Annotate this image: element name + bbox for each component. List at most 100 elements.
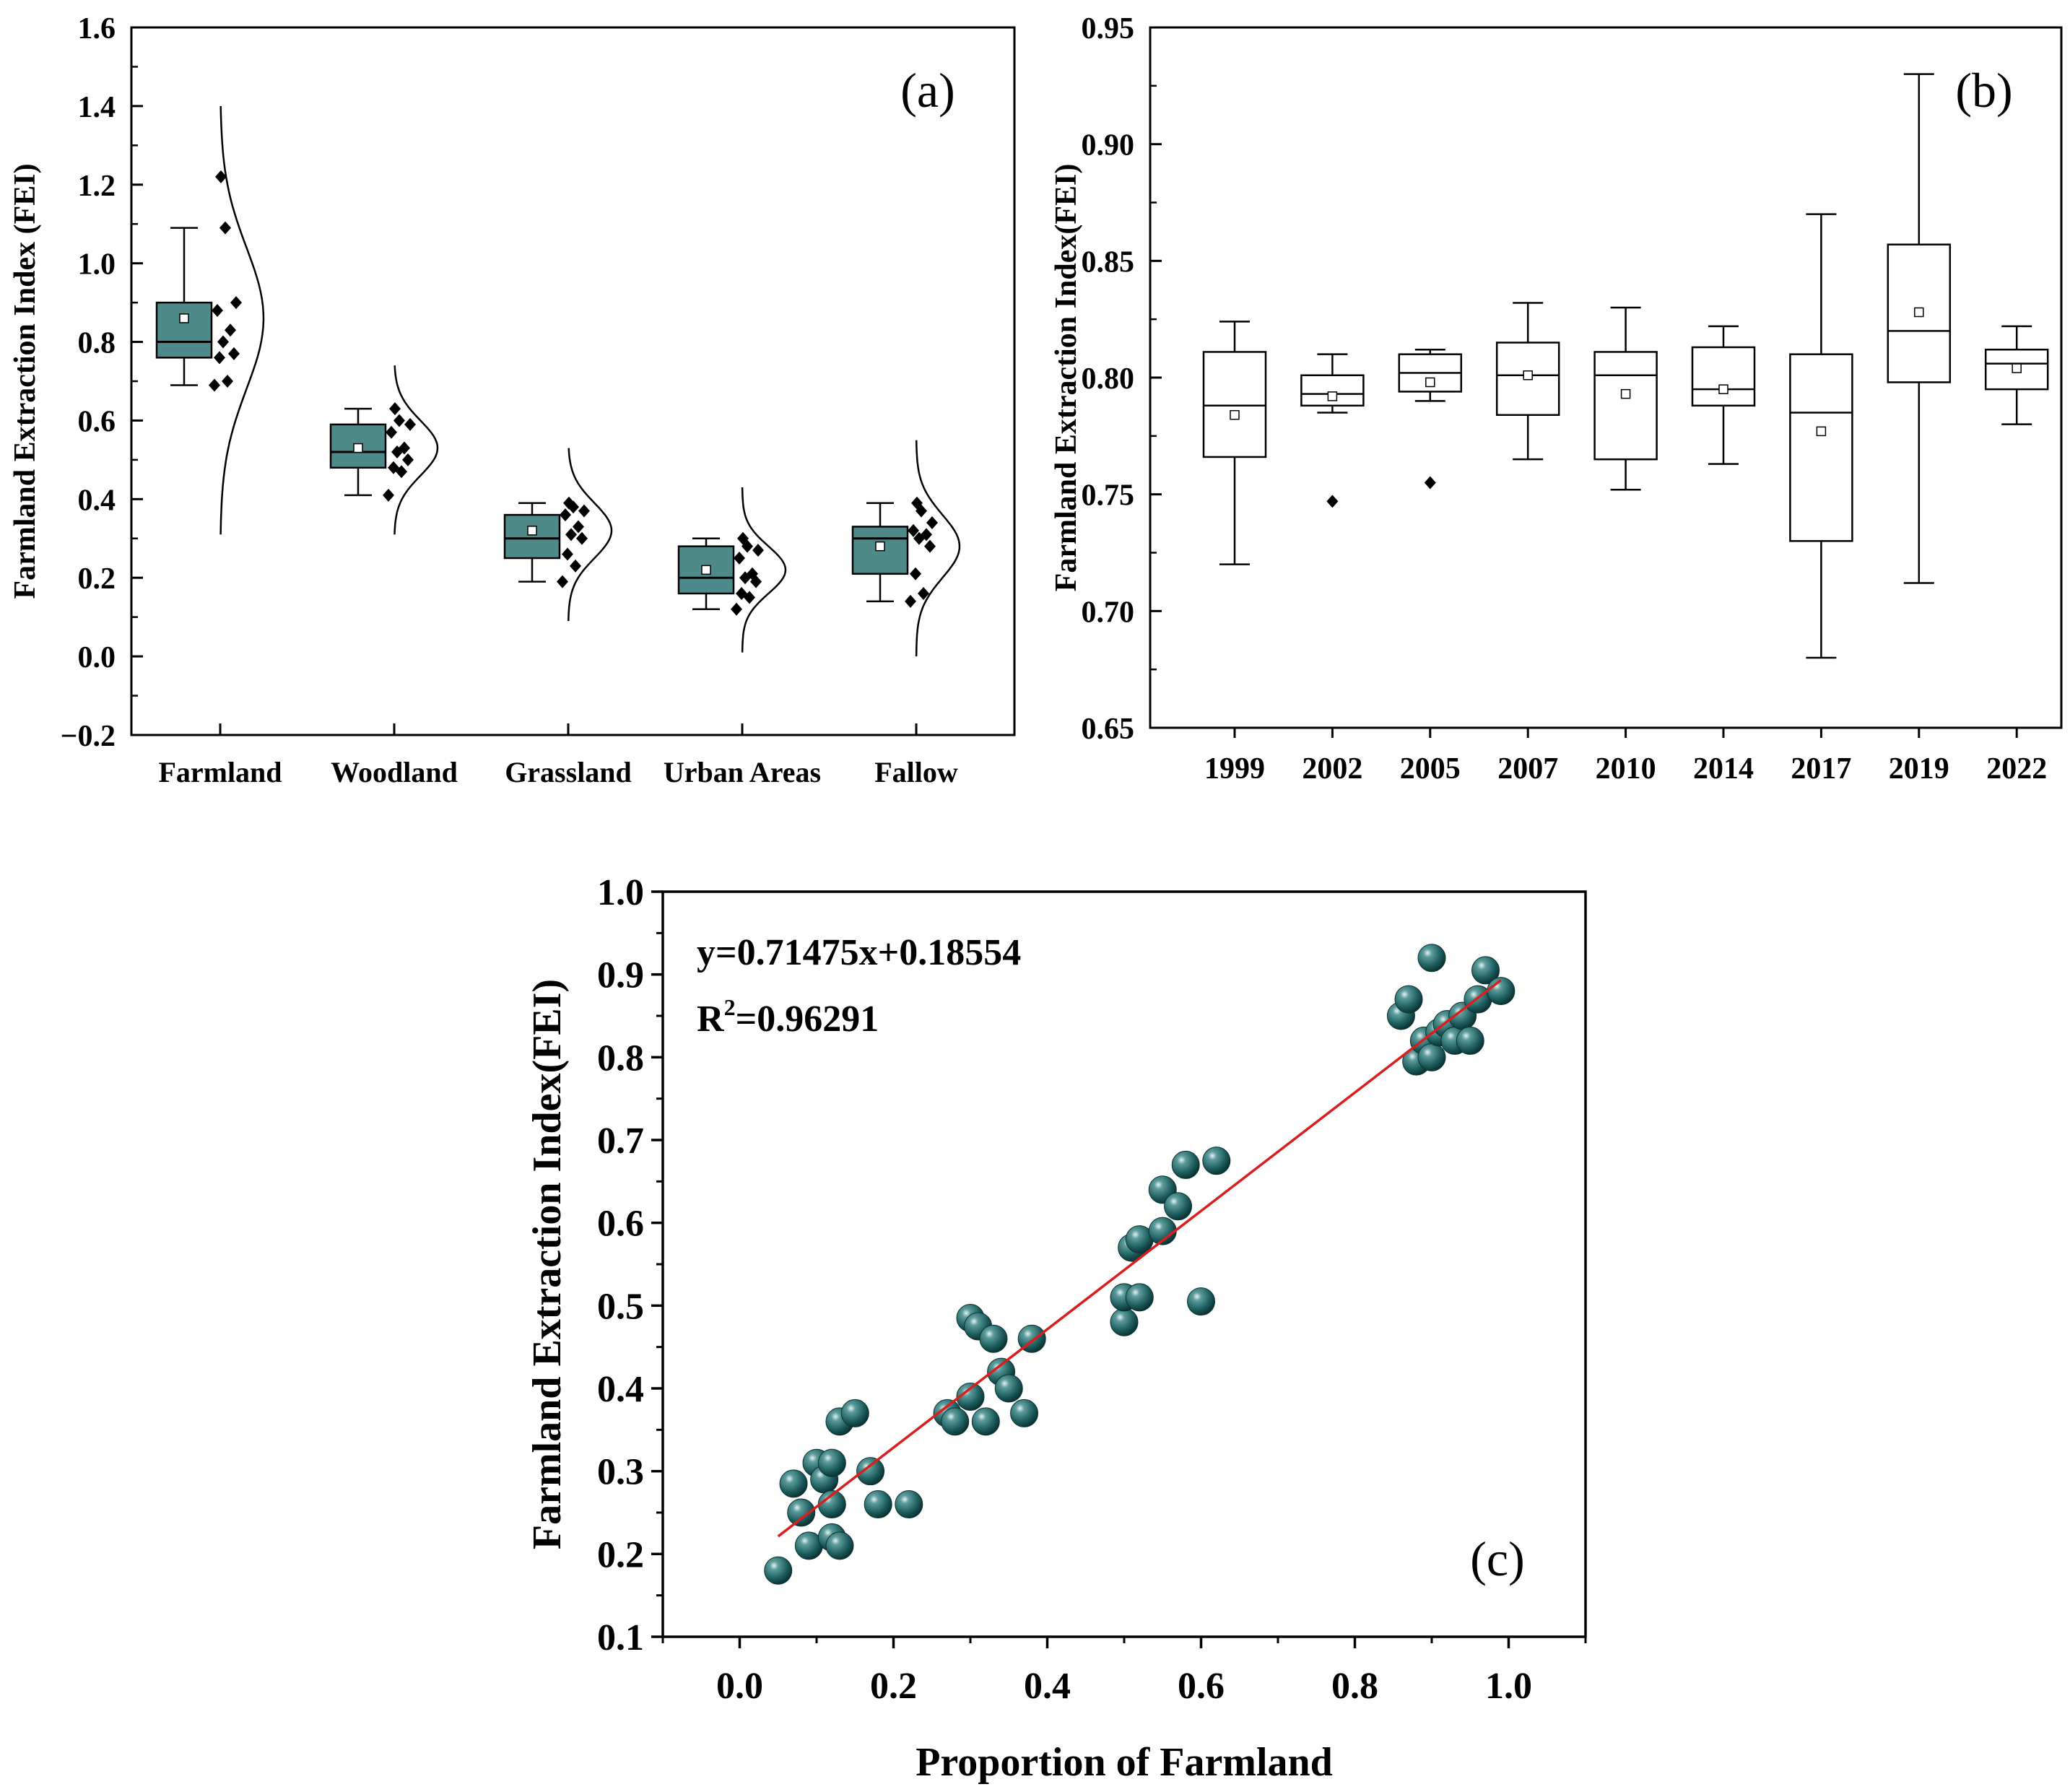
panel-b-marks xyxy=(1202,73,2049,659)
x-tick-label: 0.2 xyxy=(870,1666,917,1707)
data-point xyxy=(1394,985,1423,1014)
mean-marker xyxy=(1718,384,1728,394)
x-tick-label: Urban Areas xyxy=(664,756,821,788)
mean-marker xyxy=(1620,388,1631,399)
data-point xyxy=(1010,1399,1039,1427)
panel-b-box-plot: 0.65 0.70 0.75 0.80 0.85 0.90 0.95 1999 2002 200… xyxy=(1050,12,2063,786)
data-point xyxy=(230,296,242,310)
y-tick-label: 0.8 xyxy=(78,327,116,360)
panel-a-box-plot: −0.2 0.0 0.2 0.4 0.6 0.8 1.0 1.2 1.4 1.6 Farmland… xyxy=(9,12,1016,788)
data-point xyxy=(565,528,577,541)
data-point xyxy=(386,425,397,439)
box xyxy=(677,545,735,595)
data-point xyxy=(388,461,399,474)
data-point xyxy=(1125,1283,1154,1312)
box xyxy=(1691,346,1756,407)
data-point xyxy=(731,602,742,616)
y-tick-label: 0.1 xyxy=(597,1617,644,1658)
data-point xyxy=(222,375,233,388)
data-point xyxy=(736,587,747,600)
data-point xyxy=(747,567,758,580)
data-point xyxy=(570,559,581,573)
y-tick-label: 0.90 xyxy=(1082,129,1135,162)
mean-marker xyxy=(1523,370,1533,380)
data-point xyxy=(908,523,919,537)
panel-c-x-axis: 0.0 0.2 0.4 0.6 0.8 1.0 xyxy=(661,1637,1587,1707)
data-point xyxy=(1187,1287,1215,1316)
x-tick-label: 0.6 xyxy=(1178,1666,1225,1707)
panel-c-label: (c) xyxy=(1470,1531,1524,1586)
data-point xyxy=(1164,1192,1193,1221)
y-tick-label: 0.70 xyxy=(1082,596,1135,629)
data-point xyxy=(905,594,916,608)
box xyxy=(155,301,213,359)
panel-a-marks xyxy=(155,105,961,657)
y-tick-label: 0.2 xyxy=(78,562,116,596)
y-tick-label: 0.5 xyxy=(597,1286,644,1327)
panel-c-ylabel: Farmland Extraction Index(FEI) xyxy=(525,979,570,1549)
x-tick-label: 0.8 xyxy=(1331,1666,1378,1707)
data-point xyxy=(563,496,575,510)
panel-a-x-axis: Farmland Woodland Grassland Urban Areas Fall… xyxy=(158,723,958,788)
x-tick-label: 2002 xyxy=(1302,752,1362,786)
y-tick-label: 0.6 xyxy=(597,1204,644,1245)
data-point xyxy=(557,575,568,588)
box xyxy=(1202,351,1267,458)
data-point xyxy=(562,547,573,561)
data-point xyxy=(1417,1043,1446,1071)
mean-marker xyxy=(875,541,885,552)
data-point xyxy=(910,567,921,580)
data-point xyxy=(764,1556,793,1585)
data-point xyxy=(864,1490,892,1519)
mean-marker xyxy=(1914,307,1924,318)
y-tick-label: 0.75 xyxy=(1082,479,1135,513)
mean-marker xyxy=(701,565,711,575)
y-tick-label: 0.9 xyxy=(597,955,644,996)
y-tick-label: 0.6 xyxy=(78,405,116,438)
distribution-curve xyxy=(915,440,961,657)
data-point xyxy=(228,347,240,360)
data-point xyxy=(214,351,225,365)
mean-marker xyxy=(179,313,189,323)
panel-c-y-axis: 0.1 0.2 0.3 0.4 0.5 0.6 0.7 0.8 0.9 1.0 xyxy=(597,872,663,1658)
y-tick-label: 1.0 xyxy=(597,872,644,913)
data-point xyxy=(825,1531,854,1560)
data-point xyxy=(737,531,749,545)
data-point xyxy=(578,504,590,518)
y-tick-label: 1.2 xyxy=(78,170,116,203)
data-point xyxy=(1456,1026,1484,1055)
data-point xyxy=(926,516,938,529)
box xyxy=(1593,351,1658,461)
data-point xyxy=(217,335,229,349)
outlier-point xyxy=(1424,476,1436,490)
x-tick-label: 2007 xyxy=(1497,752,1558,786)
data-point xyxy=(219,221,231,235)
mean-marker xyxy=(1327,391,1338,401)
x-tick-label: 2005 xyxy=(1400,752,1461,786)
x-tick-label: 2014 xyxy=(1693,752,1754,786)
y-tick-label: 1.4 xyxy=(78,91,116,124)
regression-equation: y=0.71475x+0.18554 xyxy=(697,932,1021,973)
y-tick-label: 0.4 xyxy=(597,1369,644,1410)
data-point xyxy=(399,441,410,455)
mean-marker xyxy=(527,526,537,536)
mean-marker xyxy=(2012,363,2022,373)
x-tick-label: 1.0 xyxy=(1485,1666,1532,1707)
data-point xyxy=(560,508,571,522)
panel-a-y-axis: −0.2 0.0 0.2 0.4 0.6 0.8 1.0 1.2 1.4 1.6 xyxy=(61,12,143,753)
y-tick-label: 1.0 xyxy=(78,248,116,282)
x-tick-label: 2010 xyxy=(1596,752,1656,786)
x-tick-label: 0.4 xyxy=(1024,1666,1071,1707)
data-point xyxy=(921,528,932,541)
data-point xyxy=(1417,944,1446,973)
y-tick-label: 0.80 xyxy=(1082,362,1135,396)
outlier-point xyxy=(1326,495,1339,508)
data-point xyxy=(779,1469,808,1498)
data-point xyxy=(817,1448,846,1477)
data-point xyxy=(979,1324,1008,1353)
y-tick-label: 0.4 xyxy=(78,484,116,517)
data-point xyxy=(895,1490,923,1519)
distribution-curve xyxy=(741,487,787,653)
mean-marker xyxy=(1816,426,1827,437)
